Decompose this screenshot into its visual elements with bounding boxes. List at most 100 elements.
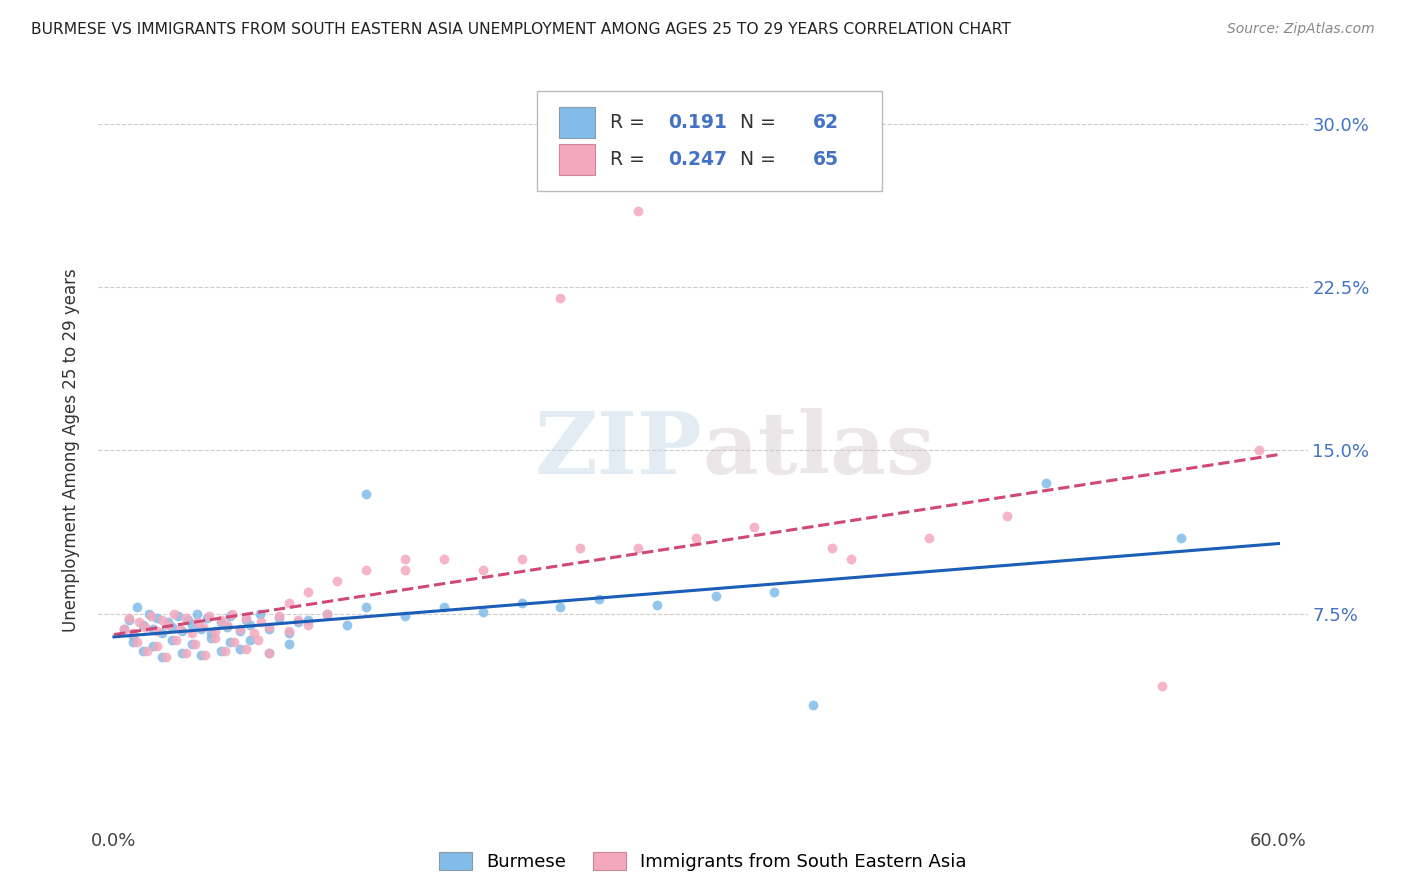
Point bbox=[118, 613, 141, 627]
Point bbox=[198, 609, 221, 624]
Point bbox=[186, 607, 208, 621]
Point bbox=[627, 541, 650, 556]
Point bbox=[132, 617, 155, 632]
Point bbox=[128, 615, 150, 630]
Point bbox=[550, 291, 572, 305]
Text: R =: R = bbox=[610, 150, 651, 169]
Point bbox=[170, 646, 193, 660]
Point bbox=[287, 615, 309, 630]
Point bbox=[169, 622, 191, 636]
Point bbox=[160, 632, 183, 647]
Text: 65: 65 bbox=[813, 150, 839, 169]
Point bbox=[134, 620, 156, 634]
Point bbox=[200, 626, 222, 640]
Point bbox=[647, 598, 669, 612]
Point bbox=[112, 622, 135, 636]
Point bbox=[510, 596, 533, 610]
Point bbox=[995, 508, 1018, 523]
Point bbox=[242, 626, 264, 640]
Point bbox=[112, 622, 135, 636]
Point bbox=[277, 637, 299, 651]
Point bbox=[235, 611, 257, 625]
Point bbox=[139, 609, 162, 624]
Point bbox=[132, 644, 155, 658]
Point bbox=[316, 607, 339, 621]
Point bbox=[394, 609, 416, 624]
Point bbox=[136, 644, 159, 658]
Point bbox=[316, 607, 339, 621]
Point bbox=[180, 617, 202, 632]
Text: 0.247: 0.247 bbox=[668, 150, 727, 169]
Point bbox=[1035, 476, 1057, 491]
Point bbox=[219, 635, 242, 649]
Point bbox=[246, 632, 269, 647]
Point bbox=[215, 617, 238, 632]
Point bbox=[174, 611, 197, 625]
Point bbox=[250, 615, 273, 630]
Point bbox=[204, 624, 226, 639]
Point bbox=[229, 622, 252, 636]
Point bbox=[510, 552, 533, 566]
Point bbox=[152, 626, 174, 640]
FancyBboxPatch shape bbox=[560, 144, 595, 175]
Point bbox=[471, 605, 494, 619]
Point bbox=[704, 590, 727, 604]
Point bbox=[167, 609, 190, 624]
Point bbox=[219, 609, 242, 624]
Point bbox=[821, 541, 844, 556]
Point bbox=[215, 620, 238, 634]
Point bbox=[354, 600, 377, 615]
Point bbox=[267, 609, 290, 624]
Point bbox=[170, 624, 193, 639]
Point bbox=[155, 650, 177, 665]
Point bbox=[918, 531, 941, 545]
Point bbox=[744, 519, 766, 533]
Point bbox=[122, 635, 145, 649]
Point bbox=[336, 617, 359, 632]
FancyBboxPatch shape bbox=[537, 91, 882, 191]
Point bbox=[186, 615, 208, 630]
Point bbox=[762, 585, 785, 599]
Point bbox=[190, 622, 212, 636]
Text: Source: ZipAtlas.com: Source: ZipAtlas.com bbox=[1227, 22, 1375, 37]
Text: 62: 62 bbox=[813, 113, 839, 132]
Point bbox=[193, 620, 215, 634]
Text: ZIP: ZIP bbox=[536, 409, 703, 492]
Point bbox=[841, 552, 863, 566]
Point bbox=[588, 591, 610, 606]
Point bbox=[267, 611, 290, 625]
Point bbox=[209, 613, 232, 627]
Point bbox=[257, 622, 280, 636]
Point bbox=[627, 203, 650, 218]
Point bbox=[1150, 679, 1173, 693]
Point bbox=[200, 631, 222, 645]
Point bbox=[297, 585, 319, 599]
Point bbox=[685, 531, 707, 545]
Point bbox=[184, 637, 207, 651]
Legend: Burmese, Immigrants from South Eastern Asia: Burmese, Immigrants from South Eastern A… bbox=[432, 846, 974, 879]
Point bbox=[257, 620, 280, 634]
Point bbox=[1247, 443, 1270, 458]
Text: N =: N = bbox=[728, 113, 782, 132]
Point bbox=[160, 620, 183, 634]
Point bbox=[239, 617, 262, 632]
Point bbox=[157, 615, 180, 630]
Point bbox=[354, 487, 377, 501]
Text: BURMESE VS IMMIGRANTS FROM SOUTH EASTERN ASIA UNEMPLOYMENT AMONG AGES 25 TO 29 Y: BURMESE VS IMMIGRANTS FROM SOUTH EASTERN… bbox=[31, 22, 1011, 37]
Point bbox=[394, 563, 416, 577]
Point bbox=[127, 635, 149, 649]
Point bbox=[235, 613, 257, 627]
Point bbox=[224, 635, 246, 649]
Point bbox=[235, 641, 257, 656]
Text: N =: N = bbox=[728, 150, 782, 169]
Text: R =: R = bbox=[610, 113, 651, 132]
Point bbox=[433, 600, 456, 615]
Point bbox=[1170, 531, 1192, 545]
Point bbox=[165, 632, 187, 647]
Point bbox=[297, 617, 319, 632]
Point bbox=[568, 541, 591, 556]
Point bbox=[176, 613, 198, 627]
Point bbox=[209, 644, 232, 658]
FancyBboxPatch shape bbox=[560, 107, 595, 138]
Point bbox=[249, 607, 271, 621]
